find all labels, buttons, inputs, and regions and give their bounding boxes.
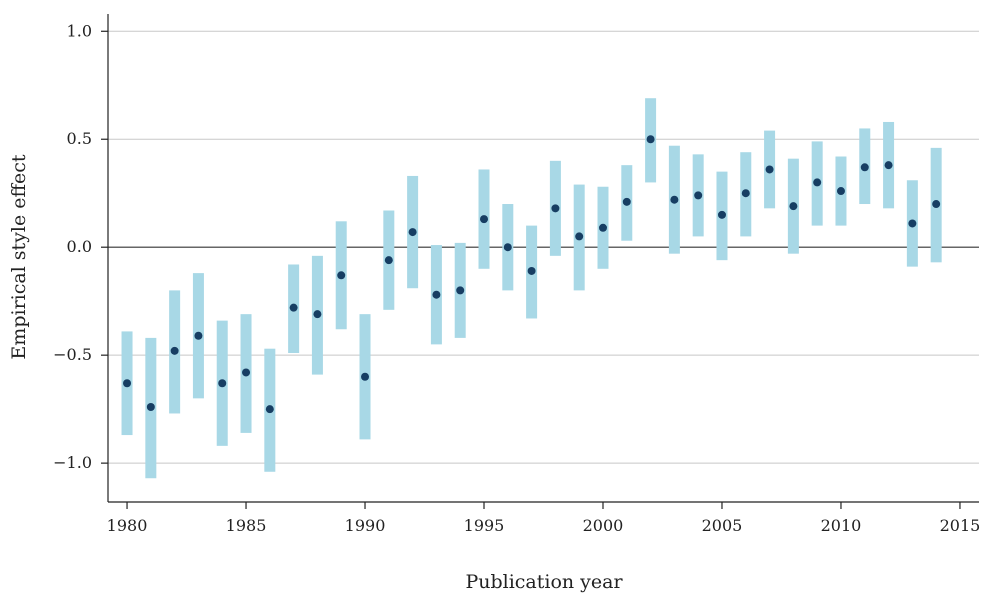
point-estimate xyxy=(384,256,393,265)
point-estimate xyxy=(789,202,798,211)
point-estimate xyxy=(622,197,631,206)
point-estimate xyxy=(694,191,703,200)
point-estimate xyxy=(123,379,132,388)
point-estimate xyxy=(456,286,465,295)
point-estimate xyxy=(598,223,607,232)
x-tick-label: 2015 xyxy=(940,516,981,535)
x-axis-title: Publication year xyxy=(465,571,623,593)
axis-layer: 1.0 0.5 0.0 −0.5 −1.0 1980 1985 1990 1995 2000 200… xyxy=(53,14,980,535)
point-estimate xyxy=(575,232,584,241)
x-tick-label: 2005 xyxy=(702,516,743,535)
point-estimate xyxy=(717,210,726,219)
y-tick-label: 1.0 xyxy=(67,21,92,40)
point-estimate xyxy=(432,290,441,299)
point-estimate xyxy=(408,228,417,237)
point-estimate xyxy=(503,243,512,252)
point-estimate xyxy=(480,215,489,224)
point-estimate xyxy=(670,195,679,204)
point-estimate xyxy=(765,165,774,174)
point-estimate xyxy=(813,178,822,187)
x-tick-label: 1990 xyxy=(345,516,386,535)
point-estimate xyxy=(908,219,917,228)
x-tick-label: 2000 xyxy=(583,516,624,535)
point-estimate xyxy=(194,331,203,340)
x-tick-label: 1985 xyxy=(226,516,267,535)
point-estimate xyxy=(265,405,274,414)
y-tick-label: 0.0 xyxy=(67,237,92,256)
point-estimate xyxy=(170,346,179,355)
y-tick-label: −1.0 xyxy=(53,453,92,472)
grid-layer xyxy=(108,30,979,464)
x-tick-label: 1980 xyxy=(107,516,148,535)
point-estimate xyxy=(289,303,298,312)
y-axis-title: Empirical style effect xyxy=(8,154,30,359)
point-estimate xyxy=(932,200,941,209)
point-estimate xyxy=(313,310,322,319)
y-tick-label: 0.5 xyxy=(67,129,92,148)
point-estimate xyxy=(551,204,560,213)
point-estimate xyxy=(146,402,155,411)
point-estimate xyxy=(242,368,251,377)
point-estimate xyxy=(361,372,370,381)
point-estimate xyxy=(646,135,655,144)
x-tick-label: 1995 xyxy=(464,516,505,535)
point-estimate xyxy=(741,189,750,198)
point-estimate xyxy=(337,271,346,280)
point-layer xyxy=(123,135,941,414)
point-estimate xyxy=(218,379,227,388)
point-estimate xyxy=(884,161,893,170)
point-estimate xyxy=(836,187,845,196)
point-estimate xyxy=(860,163,869,172)
x-tick-label: 2010 xyxy=(821,516,862,535)
interval-layer xyxy=(121,98,942,479)
y-tick-label: −0.5 xyxy=(53,345,92,364)
point-estimate xyxy=(527,266,536,275)
